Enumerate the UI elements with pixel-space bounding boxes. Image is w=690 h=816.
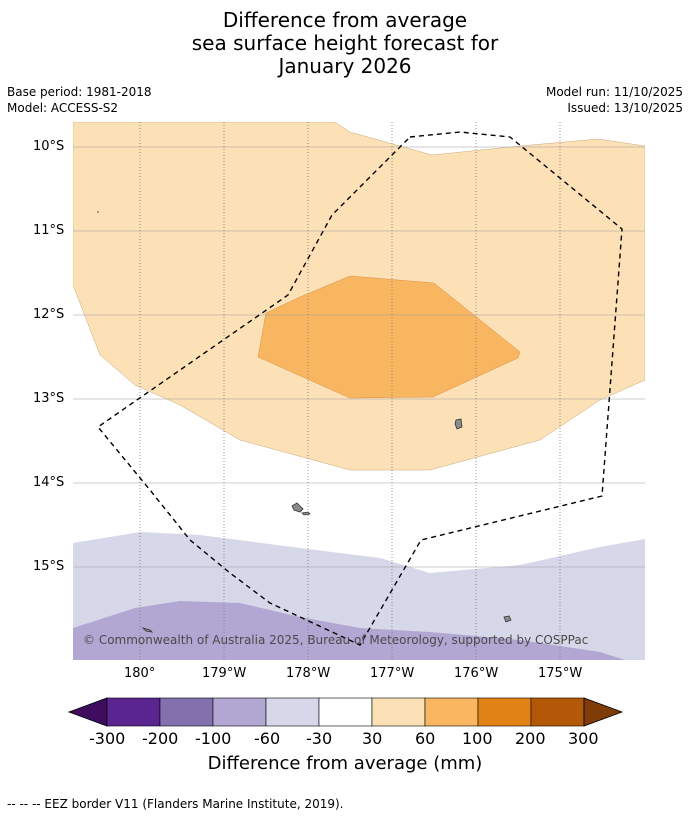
island-3 — [301, 511, 311, 516]
lon-label-176w: 176°W — [454, 666, 499, 681]
lat-label-11s: 11°S — [33, 223, 65, 238]
colorbar-segment — [159, 697, 214, 727]
lon-label-178w: 178°W — [286, 666, 331, 681]
latitude-gridlines — [73, 146, 645, 568]
colorbar-segment — [318, 697, 373, 727]
lat-label-13s: 13°S — [33, 391, 65, 406]
title-line-3: January 2026 — [278, 54, 412, 78]
colorbar-tick: -60 — [254, 729, 281, 748]
lat-label-15s: 15°S — [33, 559, 65, 574]
colorbar-label: Difference from average (mm) — [207, 753, 483, 774]
island-4 — [503, 615, 512, 623]
island-6 — [97, 211, 99, 213]
island-2 — [291, 502, 304, 513]
colorbar-tick: -200 — [142, 729, 179, 748]
lon-label-177w: 177°W — [370, 666, 415, 681]
colorbar-segment — [265, 697, 320, 727]
colorbar-tick: -100 — [195, 729, 232, 748]
island-5 — [141, 627, 154, 633]
anomaly-neg-60-100-region — [73, 601, 625, 660]
colorbar-tick: -300 — [89, 729, 126, 748]
colorbar — [67, 697, 624, 727]
colorbar-tick: 100 — [462, 729, 493, 748]
colorbar-extend-low — [67, 697, 108, 727]
lon-label-180: 180° — [124, 666, 156, 681]
lon-label-179w: 179°W — [202, 666, 247, 681]
colorbar-tick: 200 — [515, 729, 546, 748]
colorbar-tick: -30 — [306, 729, 333, 748]
colorbar-segment — [106, 697, 161, 727]
island-1 — [454, 418, 463, 430]
colorbar-segment — [212, 697, 267, 727]
lat-label-14s: 14°S — [33, 475, 65, 490]
colorbar-segment — [530, 697, 585, 727]
lat-label-12s: 12°S — [33, 307, 65, 322]
anomaly-60-100-region — [257, 275, 521, 399]
base-period: Base period: 1981-2018 — [7, 85, 152, 99]
title-line-2: sea surface height forecast for — [191, 31, 499, 55]
colorbar-extend-high — [583, 697, 624, 727]
colorbar-segment — [424, 697, 479, 727]
colorbar-segment — [371, 697, 426, 727]
lon-label-175w: 175°W — [538, 666, 583, 681]
colorbar-tick: 60 — [415, 729, 436, 748]
eez-border — [96, 131, 623, 646]
lat-label-10s: 10°S — [33, 139, 65, 154]
model-run: Model run: 11/10/2025 — [545, 85, 683, 99]
colorbar-tick: 30 — [362, 729, 383, 748]
copyright-notice: © Commonwealth of Australia 2025, Bureau… — [83, 633, 589, 647]
colorbar-tick: 300 — [568, 729, 599, 748]
model-name: Model: ACCESS-S2 — [7, 101, 119, 115]
colorbar-segment — [477, 697, 532, 727]
eez-legend: -- -- -- EEZ border V11 (Flanders Marine… — [7, 797, 344, 811]
issued-date: Issued: 13/10/2025 — [567, 101, 683, 115]
title-line-1: Difference from average — [222, 8, 468, 32]
